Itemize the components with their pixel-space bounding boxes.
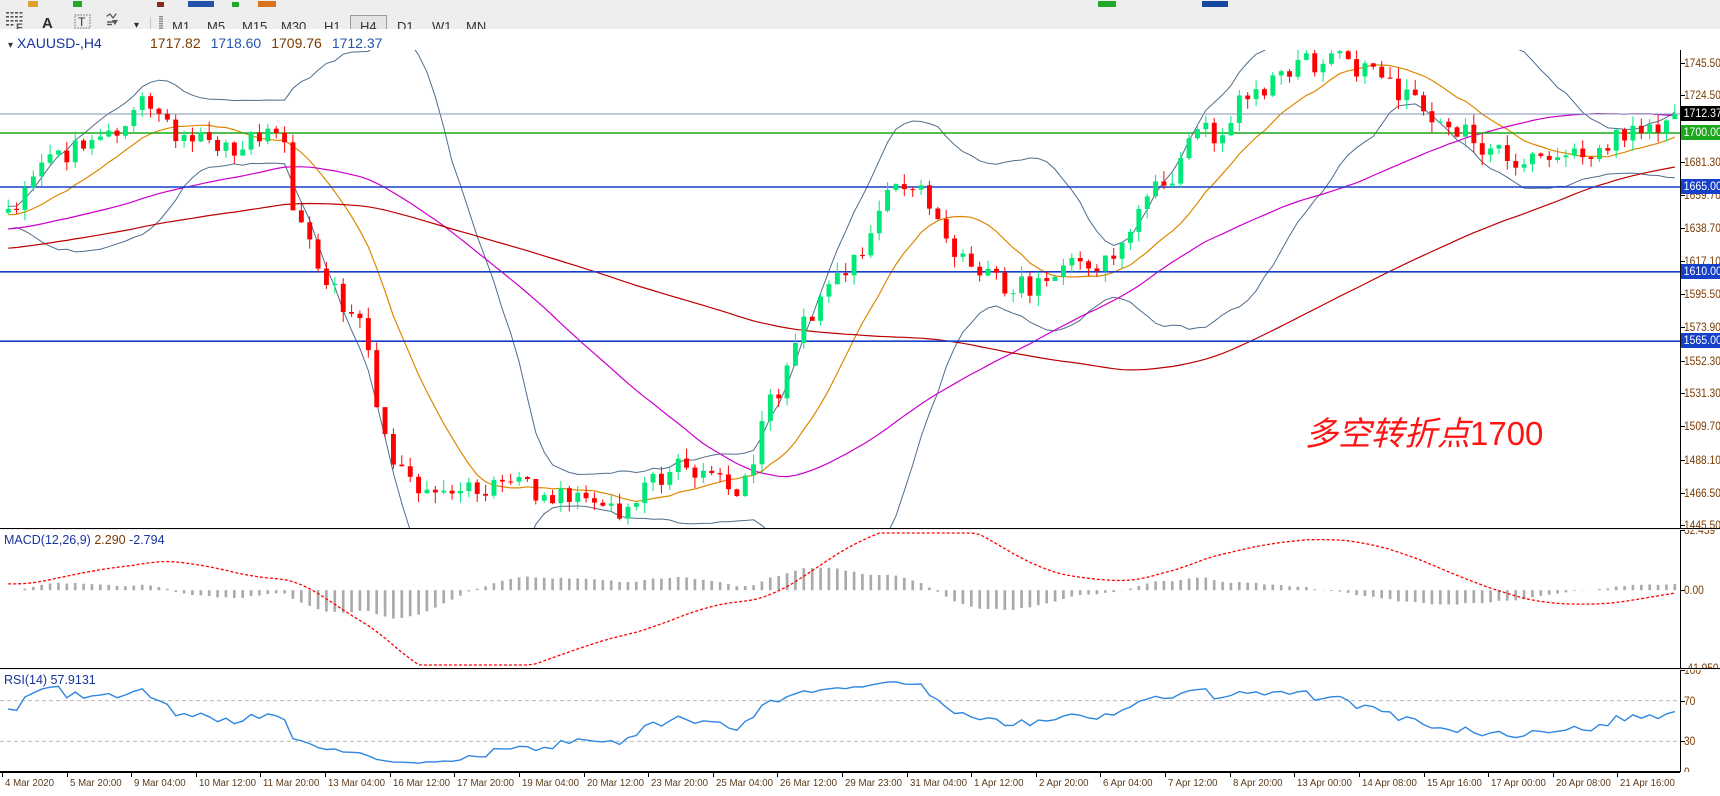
svg-text:T: T — [78, 15, 86, 29]
